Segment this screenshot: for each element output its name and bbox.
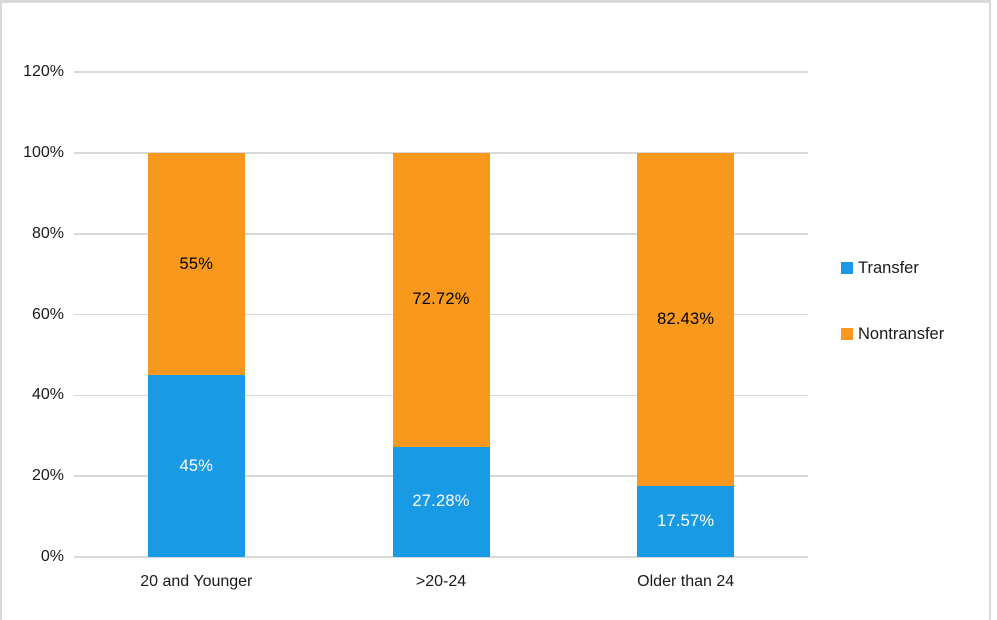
legend-item-transfer: Transfer xyxy=(841,259,919,277)
y-axis-tick-label: 20% xyxy=(31,467,64,485)
nontransfer-legend-swatch-icon xyxy=(841,328,853,340)
legend-label-transfer: Transfer xyxy=(858,258,919,277)
gridline xyxy=(74,71,808,73)
bar-segment-nontransfer: 72.72% xyxy=(392,153,490,447)
bar-segment-nontransfer: 55% xyxy=(147,153,245,376)
legend-label-nontransfer: Nontransfer xyxy=(858,324,945,343)
y-axis-tick-label: 40% xyxy=(31,386,64,404)
x-axis-category-label: 20 and Younger xyxy=(140,573,253,590)
bar-segment-transfer: 27.28% xyxy=(392,446,490,557)
data-label-transfer: 45% xyxy=(179,456,214,475)
transfer-legend-swatch-icon xyxy=(841,262,853,274)
bar-segment-nontransfer: 82.43% xyxy=(637,153,735,487)
legend-item-nontransfer: Nontransfer xyxy=(841,325,944,343)
y-axis-tick-label: 100% xyxy=(23,144,64,161)
data-label-transfer: 17.57% xyxy=(657,512,715,530)
y-axis-tick-label: 80% xyxy=(31,224,64,242)
bar-segment-transfer: 45% xyxy=(147,375,245,557)
y-axis-tick-label: 120% xyxy=(23,63,64,81)
data-label-nontransfer: 82.43% xyxy=(657,310,715,328)
gridline xyxy=(74,556,808,558)
data-label-nontransfer: 72.72% xyxy=(412,290,470,309)
y-axis-tick-label: 0% xyxy=(40,548,64,565)
data-label-nontransfer: 55% xyxy=(179,254,214,273)
y-axis-tick-label: 60% xyxy=(31,305,64,323)
data-label-transfer: 27.28% xyxy=(412,492,470,511)
bar-segment-transfer: 17.57% xyxy=(637,486,735,557)
x-axis-category-label: Older than 24 xyxy=(637,573,735,590)
x-axis-category-label: >20-24 xyxy=(415,573,467,590)
